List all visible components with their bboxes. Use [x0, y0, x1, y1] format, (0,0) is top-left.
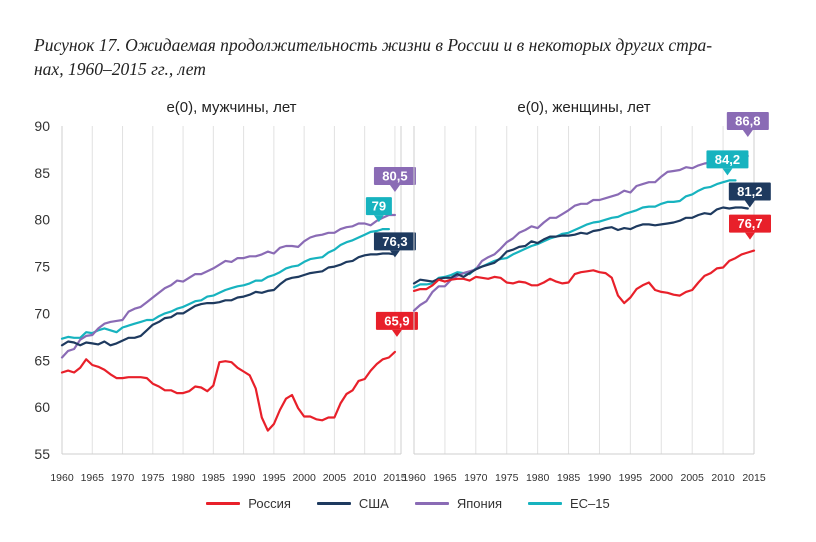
x-tick-label-women-2000: 2000	[650, 472, 674, 484]
end-label-box-men-usa	[373, 232, 416, 251]
legend-item-japan: Япония	[414, 496, 502, 511]
legend-label-eu15: ЕС–15	[570, 496, 610, 511]
end-label-text-men-japan: 80,5	[382, 169, 407, 184]
y-tick-label-70: 70	[34, 305, 50, 321]
x-tick-label-women-1990: 1990	[588, 472, 612, 484]
legend-label-usa: США	[358, 496, 389, 511]
end-label-text-men-russia: 65,9	[384, 313, 409, 328]
x-tick-label-men-1980: 1980	[171, 472, 195, 484]
end-label-women-usa: 81,2	[728, 182, 771, 208]
end-label-text-men-eu15: 79	[372, 199, 386, 214]
chart-panel-men: e(0), мужчины, лет 55 60 65 70 75 80 85 90 1960 19…	[34, 99, 418, 484]
chart-panel-women: e(0), женщины, лет 1960 1965 1970 1975 1980 19…	[402, 99, 771, 484]
x-tick-label-men-1975: 1975	[141, 472, 165, 484]
series-line-women-usa	[412, 206, 749, 285]
panel-title-women: e(0), женщины, лет	[517, 99, 650, 116]
end-label-box-women-eu15	[706, 150, 749, 169]
x-tick-label-men-1960: 1960	[50, 472, 74, 484]
end-label-men-eu15: 79	[365, 197, 392, 223]
x-tick-label-men-1965: 1965	[81, 472, 105, 484]
end-label-women-eu15: 84,2	[706, 150, 749, 176]
end-label-women-russia: 76,7	[729, 214, 771, 240]
end-label-box-men-japan	[373, 167, 416, 186]
x-tick-label-women-1980: 1980	[526, 472, 550, 484]
legend-swatch-usa	[316, 502, 351, 505]
end-label-box-women-usa	[728, 182, 771, 201]
end-label-men-russia: 65,9	[375, 311, 418, 337]
series-line-men-russia	[60, 350, 396, 432]
chart-legend: Россия США Япония ЕС–15	[0, 496, 816, 511]
x-tick-label-women-1960: 1960	[402, 472, 426, 484]
y-tick-label-60: 60	[34, 399, 50, 415]
end-label-text-men-usa: 76,3	[382, 234, 407, 249]
x-tick-label-men-1995: 1995	[262, 472, 286, 484]
legend-swatch-eu15	[528, 502, 562, 505]
legend-swatch-japan	[414, 502, 449, 505]
end-label-pointer-men-eu15	[373, 215, 384, 223]
series-line-men-usa	[60, 252, 396, 347]
series-line-women-japan	[412, 154, 749, 312]
end-label-women-japan: 86,8	[726, 111, 769, 137]
panel-title-men: e(0), мужчины, лет	[166, 99, 296, 116]
x-tick-label-men-2010: 2010	[353, 472, 377, 484]
x-tick-label-men-2000: 2000	[292, 472, 316, 484]
end-label-pointer-women-japan	[742, 129, 753, 137]
x-tick-label-women-2005: 2005	[681, 472, 705, 484]
end-label-pointer-women-usa	[744, 200, 755, 208]
figure-title-line2: нах, 1960–2015 гг., лет	[34, 59, 206, 79]
series-line-men-japan	[60, 213, 396, 359]
figure-title: Рисунок 17. Ожидаемая продолжительность …	[34, 33, 794, 81]
end-label-text-women-japan: 86,8	[735, 113, 760, 128]
x-tick-label-men-2015: 2015	[383, 472, 407, 484]
end-label-pointer-women-russia	[745, 232, 755, 240]
end-label-box-men-eu15	[365, 197, 392, 216]
legend-item-eu15: ЕС–15	[528, 496, 610, 511]
legend-label-russia: Россия	[248, 496, 291, 511]
end-label-men-usa: 76,3	[373, 232, 416, 258]
x-tick-label-women-2010: 2010	[711, 472, 735, 484]
end-label-box-women-russia	[729, 214, 771, 233]
legend-label-japan: Япония	[456, 496, 502, 511]
legend-item-usa: США	[316, 496, 389, 511]
x-tick-label-men-1970: 1970	[111, 472, 135, 484]
x-tick-label-women-1995: 1995	[619, 472, 643, 484]
end-label-text-women-usa: 81,2	[737, 184, 762, 199]
y-tick-label-80: 80	[34, 212, 50, 228]
end-label-box-men-russia	[375, 311, 418, 330]
end-label-pointer-men-japan	[389, 185, 400, 193]
x-tick-label-women-1965: 1965	[433, 472, 457, 484]
end-label-pointer-women-eu15	[722, 168, 733, 176]
x-tick-label-men-2005: 2005	[323, 472, 347, 484]
legend-item-russia: Россия	[206, 496, 291, 511]
y-tick-label-75: 75	[34, 259, 50, 275]
x-tick-label-women-1985: 1985	[557, 472, 581, 484]
legend-swatch-russia	[206, 502, 241, 505]
x-tick-label-men-1985: 1985	[202, 472, 226, 484]
end-label-text-women-eu15: 84,2	[715, 152, 740, 167]
y-tick-label-90: 90	[34, 118, 50, 134]
end-label-box-women-japan	[726, 111, 769, 130]
x-tick-label-women-1970: 1970	[464, 472, 488, 484]
series-line-men-eu15	[60, 228, 390, 340]
figure-title-line1: Рисунок 17. Ожидаемая продолжительность …	[34, 35, 713, 55]
end-label-text-women-russia: 76,7	[737, 216, 762, 231]
life-expectancy-chart: e(0), мужчины, лет 55 60 65 70 75 80 85 90 1960 19…	[34, 99, 771, 484]
end-label-men-japan: 80,5	[373, 167, 416, 193]
y-tick-label-85: 85	[34, 165, 50, 181]
series-line-women-russia	[412, 249, 756, 305]
y-tick-label-55: 55	[34, 446, 50, 462]
x-tick-label-women-1975: 1975	[495, 472, 519, 484]
end-label-pointer-men-usa	[389, 250, 400, 258]
y-tick-label-65: 65	[34, 352, 50, 368]
x-tick-label-women-2015: 2015	[742, 472, 766, 484]
end-label-pointer-men-russia	[391, 329, 402, 337]
x-tick-label-men-1990: 1990	[232, 472, 256, 484]
